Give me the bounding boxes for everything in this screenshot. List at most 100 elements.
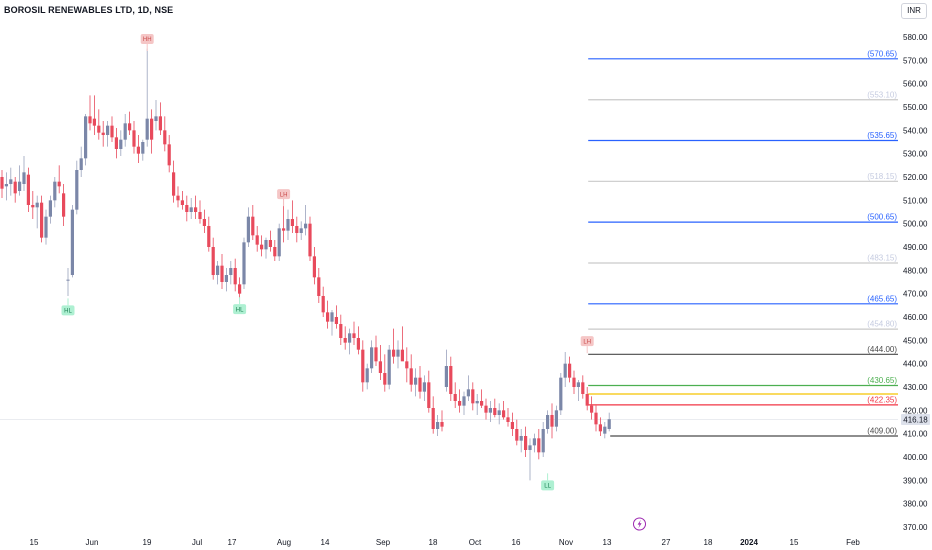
candle [392, 328, 396, 364]
y-tick-label: 400.00 [903, 453, 928, 462]
candle [308, 216, 312, 261]
candle [295, 216, 299, 243]
candle [22, 156, 26, 191]
candle [427, 370, 431, 413]
y-tick-label: 580.00 [903, 33, 928, 42]
x-tick-label: 2024 [740, 538, 758, 547]
candle [493, 398, 497, 418]
candle [242, 237, 246, 289]
candle [334, 305, 338, 329]
candle [559, 373, 563, 415]
x-tick-label: Oct [469, 538, 482, 547]
y-tick-label: 420.00 [903, 406, 928, 415]
candle [383, 354, 387, 392]
candle [62, 184, 66, 226]
swing-label-ll: LL [541, 473, 555, 491]
x-tick-label: 18 [429, 538, 438, 547]
level-label: (483.15) [867, 253, 897, 262]
candle [273, 240, 277, 261]
candle [18, 165, 22, 196]
candle [572, 370, 576, 394]
candle [44, 209, 48, 245]
candle [365, 363, 369, 390]
candle [568, 356, 572, 383]
candle [233, 258, 237, 292]
candle [418, 366, 422, 399]
candle [466, 375, 470, 401]
candle [510, 412, 514, 436]
candle [132, 121, 136, 154]
candle [13, 177, 17, 203]
candle [255, 226, 259, 252]
candle [400, 326, 404, 362]
x-tick-label: 13 [603, 538, 612, 547]
level-label: (465.65) [867, 294, 897, 303]
candle [110, 116, 114, 142]
candle [317, 268, 321, 303]
candle [0, 170, 4, 198]
swing-label-hh: HH [140, 34, 154, 51]
level-label: (454.80) [867, 320, 897, 329]
y-tick-label: 570.00 [903, 56, 928, 65]
candle [436, 415, 440, 436]
candle [541, 422, 545, 457]
candle [321, 286, 325, 317]
candle [537, 429, 541, 460]
candle [277, 223, 281, 261]
candle [136, 135, 140, 163]
candle [4, 172, 8, 201]
candle [519, 429, 523, 453]
level-label: (518.15) [867, 172, 897, 181]
candle [163, 116, 167, 152]
candle [532, 433, 536, 453]
candle [123, 114, 127, 147]
x-tick-label: Feb [846, 538, 860, 547]
last-price-label: 416.18 [903, 416, 928, 425]
candle [145, 48, 149, 147]
candle [106, 121, 110, 147]
candle [198, 200, 202, 224]
swing-label-lh: LH [580, 336, 594, 354]
candle [194, 195, 198, 219]
candle [458, 389, 462, 413]
y-tick-label: 520.00 [903, 173, 928, 182]
candle [216, 261, 220, 285]
candle [554, 405, 558, 432]
candle [352, 321, 356, 345]
candle [563, 352, 567, 387]
candle [207, 216, 211, 252]
svg-text:LH: LH [280, 192, 288, 198]
svg-text:HL: HL [236, 307, 244, 313]
candle [75, 160, 79, 215]
x-tick-label: Jul [192, 538, 202, 547]
candle [444, 349, 448, 392]
candle [150, 109, 154, 154]
candle [79, 146, 83, 177]
y-tick-label: 550.00 [903, 103, 928, 112]
lightning-icon[interactable] [633, 517, 646, 531]
x-tick-label: 27 [662, 538, 671, 547]
candle [378, 345, 382, 380]
x-tick-label: 17 [228, 538, 237, 547]
price-axis: 370.00 380.00 390.00 400.00 410.00 420.00 430.… [903, 33, 928, 532]
level-lines: (570.65) (553.10) (535.65) (518.15) (500.65)… [588, 49, 898, 437]
candle [546, 410, 550, 434]
y-tick-label: 390.00 [903, 476, 928, 485]
candle [480, 389, 484, 408]
level-label: (422.35) [867, 395, 897, 404]
last-price-badge: 416.18 [901, 414, 930, 425]
candle [339, 314, 343, 345]
level-label: (553.10) [867, 90, 897, 99]
candle [224, 268, 228, 292]
swing-labels: HH LH LH HL HL LL [61, 34, 594, 491]
candle [326, 300, 330, 329]
candle [348, 328, 352, 355]
candle [141, 139, 145, 161]
swing-label-lh: LH [277, 189, 291, 207]
svg-text:LL: LL [544, 484, 551, 490]
candle [405, 347, 409, 383]
x-tick-label: Aug [277, 538, 291, 547]
currency-button[interactable]: INR [901, 3, 927, 19]
level-label: (535.65) [867, 131, 897, 140]
candle [31, 191, 35, 219]
